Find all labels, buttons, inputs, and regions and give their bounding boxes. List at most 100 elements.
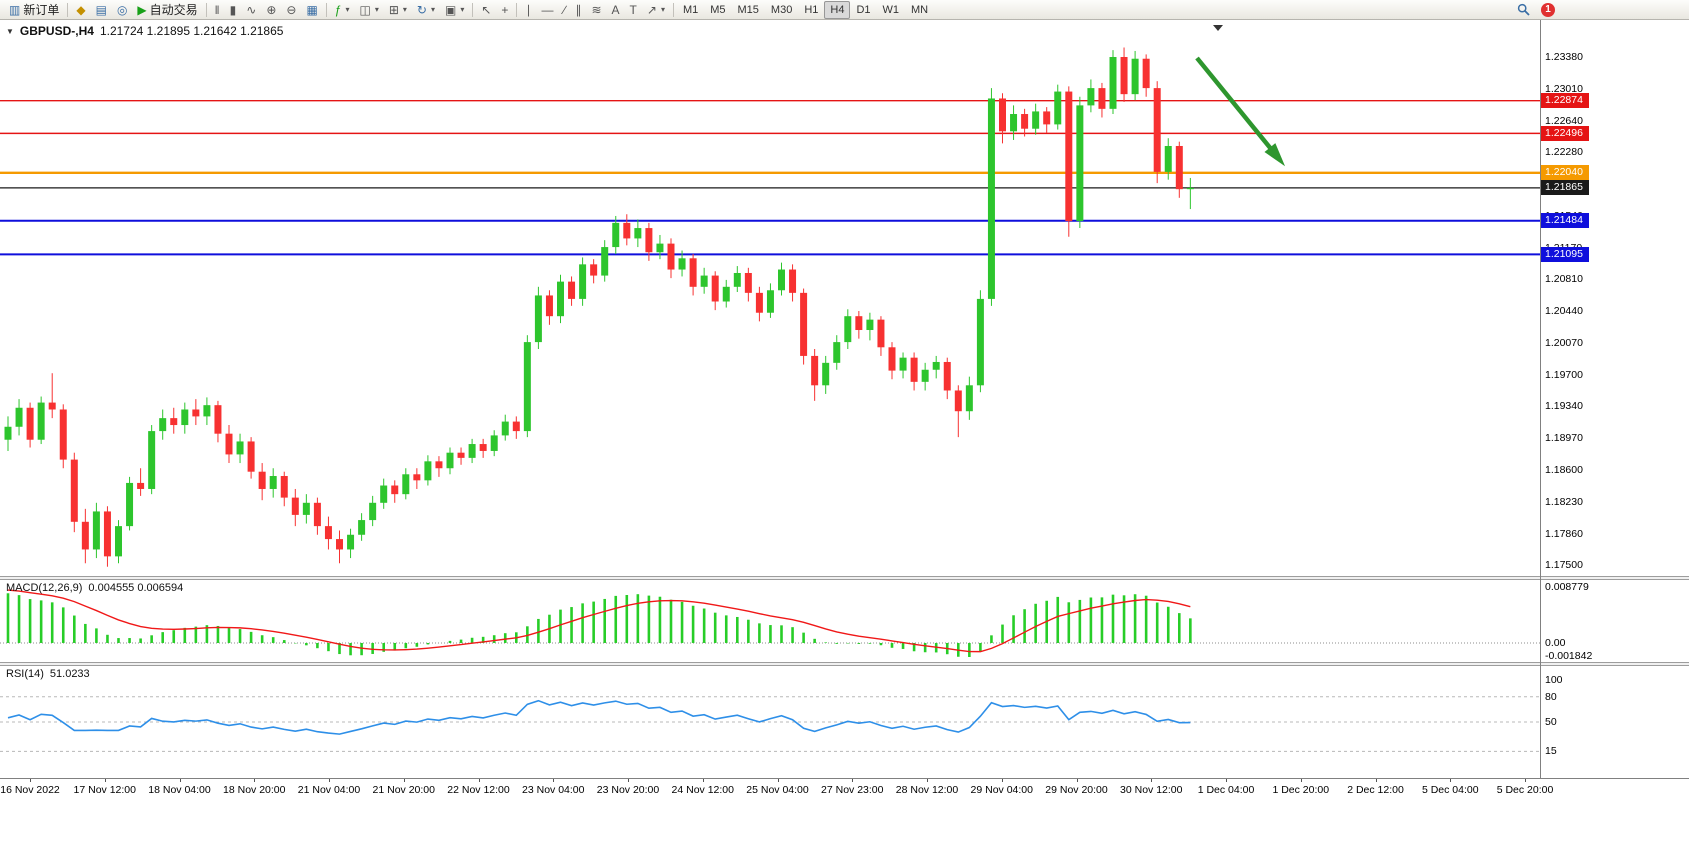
candle-body bbox=[1164, 145, 1172, 172]
candle-body bbox=[844, 316, 852, 343]
candle-body bbox=[280, 476, 288, 498]
zoom-in-button[interactable]: ⊕ bbox=[261, 1, 281, 19]
candle-body bbox=[1142, 58, 1150, 89]
candle-body bbox=[313, 502, 321, 527]
fibonacci-button[interactable]: ≋ bbox=[586, 1, 606, 19]
timeframe-m1-button[interactable]: M1 bbox=[677, 1, 704, 19]
candle-body bbox=[181, 409, 189, 426]
panel-divider[interactable] bbox=[0, 576, 1689, 580]
crosshair-button[interactable]: + bbox=[496, 1, 513, 19]
rsi-panel[interactable] bbox=[0, 666, 1689, 778]
timeframe-m5-button[interactable]: M5 bbox=[704, 1, 731, 19]
horizontal-line-button[interactable]: ― bbox=[536, 1, 558, 19]
objects-button[interactable]: ◫ ▾ bbox=[354, 1, 383, 19]
candle-body bbox=[26, 407, 34, 440]
candle-body bbox=[1186, 187, 1194, 190]
candle-body bbox=[1032, 111, 1040, 129]
trendline-button[interactable]: ∕ bbox=[558, 1, 570, 19]
timeframe-mn-button[interactable]: MN bbox=[905, 1, 934, 19]
time-tick bbox=[1076, 779, 1078, 782]
candle-body bbox=[413, 474, 421, 481]
time-label: 23 Nov 04:00 bbox=[522, 784, 585, 796]
autotrading-icon: ▶ bbox=[137, 2, 147, 17]
timeframe-m30-button[interactable]: M30 bbox=[765, 1, 798, 19]
refresh-button[interactable]: ↻ ▾ bbox=[412, 1, 440, 19]
candle-body bbox=[545, 295, 553, 317]
candle-body bbox=[822, 362, 830, 386]
data-window-button[interactable]: ▤ bbox=[91, 1, 112, 19]
tile-windows-button[interactable]: ▦ bbox=[301, 1, 322, 19]
indicators-button[interactable]: ƒ ▾ bbox=[330, 1, 355, 19]
autotrading-button[interactable]: ▶ 自动交易 bbox=[132, 1, 202, 19]
candle-body bbox=[512, 421, 520, 432]
candle-body bbox=[137, 482, 145, 489]
candle-body bbox=[369, 502, 377, 521]
new-chart-button[interactable]: ⊞ ▾ bbox=[384, 1, 412, 19]
new-order-button[interactable]: ▥ 新订单 bbox=[4, 1, 64, 19]
candle-body bbox=[667, 243, 675, 270]
toolbar-separator bbox=[472, 2, 474, 17]
candle-body bbox=[800, 292, 808, 356]
time-tick bbox=[1226, 779, 1227, 782]
text-label-button[interactable]: T bbox=[625, 1, 642, 19]
candle-body bbox=[126, 482, 134, 527]
candle-body bbox=[1043, 111, 1051, 125]
candle-body bbox=[48, 402, 56, 410]
chart-shift-marker[interactable] bbox=[1213, 25, 1223, 31]
time-label: 23 Nov 20:00 bbox=[596, 784, 660, 796]
bar-chart-button[interactable]: ‖ bbox=[210, 1, 225, 19]
fibonacci-icon: ≋ bbox=[591, 2, 602, 17]
candle-body bbox=[766, 290, 774, 313]
cursor-button[interactable]: ↖ bbox=[476, 1, 496, 19]
candle-body bbox=[302, 502, 310, 515]
timeframe-d1-button[interactable]: D1 bbox=[850, 1, 876, 19]
candle-body bbox=[733, 272, 741, 287]
trend-arrow[interactable] bbox=[1195, 56, 1282, 162]
time-label: 18 Nov 04:00 bbox=[148, 784, 211, 796]
trendline-icon: ∕ bbox=[563, 2, 566, 17]
candle-body bbox=[1076, 105, 1084, 222]
text-icon: A bbox=[611, 2, 620, 17]
timeframe-w1-button[interactable]: W1 bbox=[877, 1, 906, 19]
navigator-button[interactable]: ◎ bbox=[112, 1, 132, 19]
time-tick bbox=[1375, 779, 1377, 782]
search-button[interactable] bbox=[1512, 1, 1535, 19]
text-label-icon: T bbox=[629, 2, 637, 17]
snapshot-button[interactable]: ▣ ▾ bbox=[440, 1, 469, 19]
candle-body bbox=[148, 431, 156, 489]
text-button[interactable]: A bbox=[607, 1, 625, 19]
candlestick-chart-button[interactable]: ▮ bbox=[225, 1, 242, 19]
price-chart[interactable] bbox=[0, 20, 1689, 576]
toolbar-separator bbox=[672, 2, 674, 17]
time-axis[interactable]: 16 Nov 2022 17 Nov 12:00 18 Nov 04:00 18 No… bbox=[0, 778, 1689, 798]
candle-body bbox=[358, 520, 366, 535]
candle-body bbox=[70, 459, 78, 522]
channel-button[interactable]: ∥ bbox=[570, 1, 586, 19]
toolbar-separator bbox=[67, 2, 69, 17]
time-tick bbox=[553, 779, 555, 782]
new-order-label: 新订单 bbox=[23, 3, 60, 17]
candle-body bbox=[523, 342, 531, 432]
timeframe-m15-button[interactable]: M15 bbox=[732, 1, 765, 19]
notification-badge[interactable]: 1 bbox=[1541, 2, 1555, 17]
cursor-icon: ↖ bbox=[481, 2, 492, 17]
timeframe-h4-button[interactable]: H4 bbox=[824, 0, 851, 19]
macd-panel[interactable] bbox=[0, 580, 1689, 662]
zoom-out-button[interactable]: ⊖ bbox=[281, 1, 301, 19]
timeframe-h1-button[interactable]: H1 bbox=[798, 1, 824, 19]
vertical-line-button[interactable]: ∣ bbox=[520, 1, 536, 19]
candle-body bbox=[954, 390, 962, 412]
candle-body bbox=[1175, 145, 1183, 190]
market-watch-button[interactable]: ◆ bbox=[71, 1, 90, 19]
candle-body bbox=[999, 98, 1006, 132]
channel-icon: ∥ bbox=[575, 2, 582, 17]
time-tick bbox=[179, 779, 181, 782]
panel-divider[interactable] bbox=[0, 662, 1689, 666]
candle-body bbox=[380, 485, 388, 503]
line-chart-icon: ∿ bbox=[246, 2, 257, 17]
line-chart-button[interactable]: ∿ bbox=[241, 1, 261, 19]
candle-body bbox=[612, 222, 620, 248]
candle-body bbox=[910, 357, 918, 382]
time-label: 27 Nov 23:00 bbox=[821, 784, 884, 796]
arrows-button[interactable]: ↗ ▾ bbox=[642, 1, 670, 19]
